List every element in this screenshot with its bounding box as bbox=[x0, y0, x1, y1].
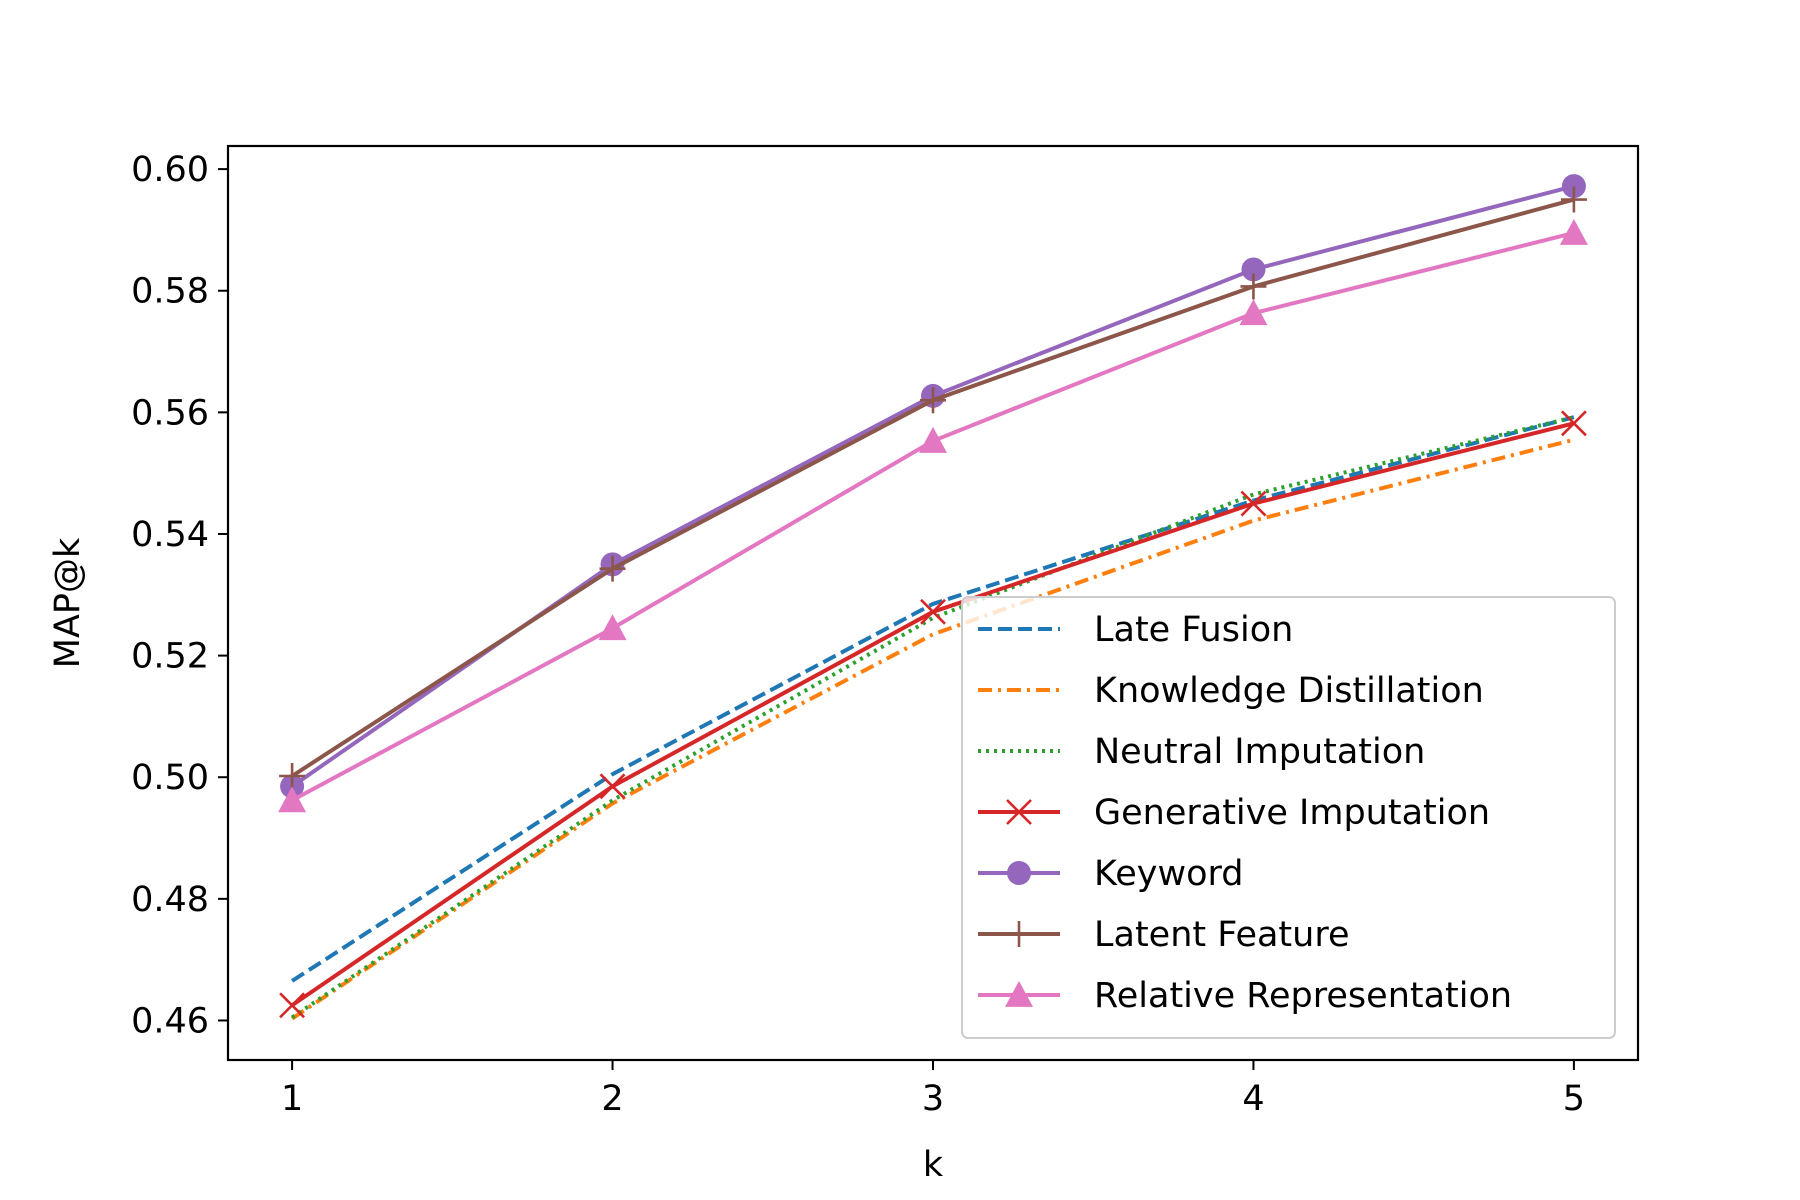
x-tick-label: 2 bbox=[601, 1079, 623, 1119]
data-point bbox=[919, 426, 947, 453]
x-axis-label: k bbox=[923, 1145, 944, 1185]
y-tick-label: 0.56 bbox=[131, 393, 209, 433]
x-tick-label: 1 bbox=[281, 1079, 303, 1119]
y-tick-label: 0.58 bbox=[131, 272, 209, 312]
data-point bbox=[279, 763, 306, 790]
x-tick-label: 5 bbox=[1563, 1079, 1585, 1119]
x-axis: 1 2 3 4 5 bbox=[281, 1060, 1585, 1119]
y-tick-label: 0.54 bbox=[131, 515, 209, 555]
legend-item: Late Fusion bbox=[978, 610, 1293, 650]
data-point bbox=[1239, 299, 1268, 326]
legend-item: Relative Representation bbox=[978, 976, 1512, 1016]
series-knowledge-distillation bbox=[290, 437, 1575, 1021]
data-point bbox=[278, 786, 307, 813]
legend-marker bbox=[1005, 981, 1033, 1007]
y-tick-label: 0.50 bbox=[131, 758, 209, 798]
data-point bbox=[1241, 257, 1266, 282]
legend-label: Relative Representation bbox=[1094, 976, 1512, 1016]
legend-label: Keyword bbox=[1094, 854, 1244, 894]
data-point bbox=[599, 555, 626, 582]
data-point bbox=[599, 773, 626, 800]
data-point bbox=[1559, 218, 1588, 245]
y-tick-label: 0.46 bbox=[131, 1001, 209, 1041]
y-tick-label: 0.52 bbox=[131, 637, 209, 677]
legend-label: Knowledge Distillation bbox=[1094, 671, 1484, 711]
legend-item: Knowledge Distillation bbox=[978, 671, 1484, 711]
series-relative-representation bbox=[278, 218, 1588, 813]
data-point bbox=[1560, 410, 1587, 437]
legend-marker bbox=[1007, 861, 1031, 885]
y-tick-label: 0.60 bbox=[131, 150, 209, 190]
series-layer bbox=[278, 174, 1588, 1021]
legend-marker bbox=[1006, 921, 1032, 947]
legend-label: Generative Imputation bbox=[1094, 793, 1490, 833]
y-tick-label: 0.48 bbox=[131, 880, 209, 920]
series-late-fusion bbox=[291, 415, 1575, 983]
y-axis-label: MAP@k bbox=[48, 537, 88, 668]
legend-item: Neutral Imputation bbox=[978, 732, 1425, 772]
series-neutral-imputation bbox=[290, 415, 1575, 1020]
data-point bbox=[1560, 186, 1587, 213]
series-generative-imputation bbox=[279, 410, 1587, 1019]
legend-label: Neutral Imputation bbox=[1094, 732, 1425, 772]
series-line bbox=[290, 415, 1575, 1020]
data-point bbox=[598, 614, 627, 641]
legend-box bbox=[961, 596, 1616, 1039]
legend-marker bbox=[1006, 799, 1032, 825]
x-tick-label: 3 bbox=[922, 1079, 944, 1119]
series-latent-feature bbox=[279, 186, 1587, 790]
y-axis: 0.46 0.48 0.50 0.52 0.54 0.56 0.58 0.60 bbox=[131, 150, 228, 1041]
data-point bbox=[1240, 490, 1267, 517]
legend-item: Keyword bbox=[978, 854, 1244, 894]
series-line bbox=[290, 437, 1575, 1021]
legend-item: Latent Feature bbox=[978, 915, 1350, 955]
data-point bbox=[1240, 273, 1267, 300]
legend-label: Late Fusion bbox=[1094, 610, 1293, 650]
x-tick-label: 4 bbox=[1242, 1079, 1264, 1119]
data-point bbox=[920, 598, 946, 625]
data-point bbox=[920, 387, 946, 414]
legend-label: Latent Feature bbox=[1094, 915, 1350, 955]
data-point bbox=[1561, 174, 1586, 199]
legend-item: Generative Imputation bbox=[978, 793, 1490, 833]
data-point bbox=[279, 992, 306, 1019]
series-line bbox=[291, 415, 1575, 983]
legend: Late Fusion Knowledge Distillation Neutral… bbox=[961, 596, 1616, 1039]
